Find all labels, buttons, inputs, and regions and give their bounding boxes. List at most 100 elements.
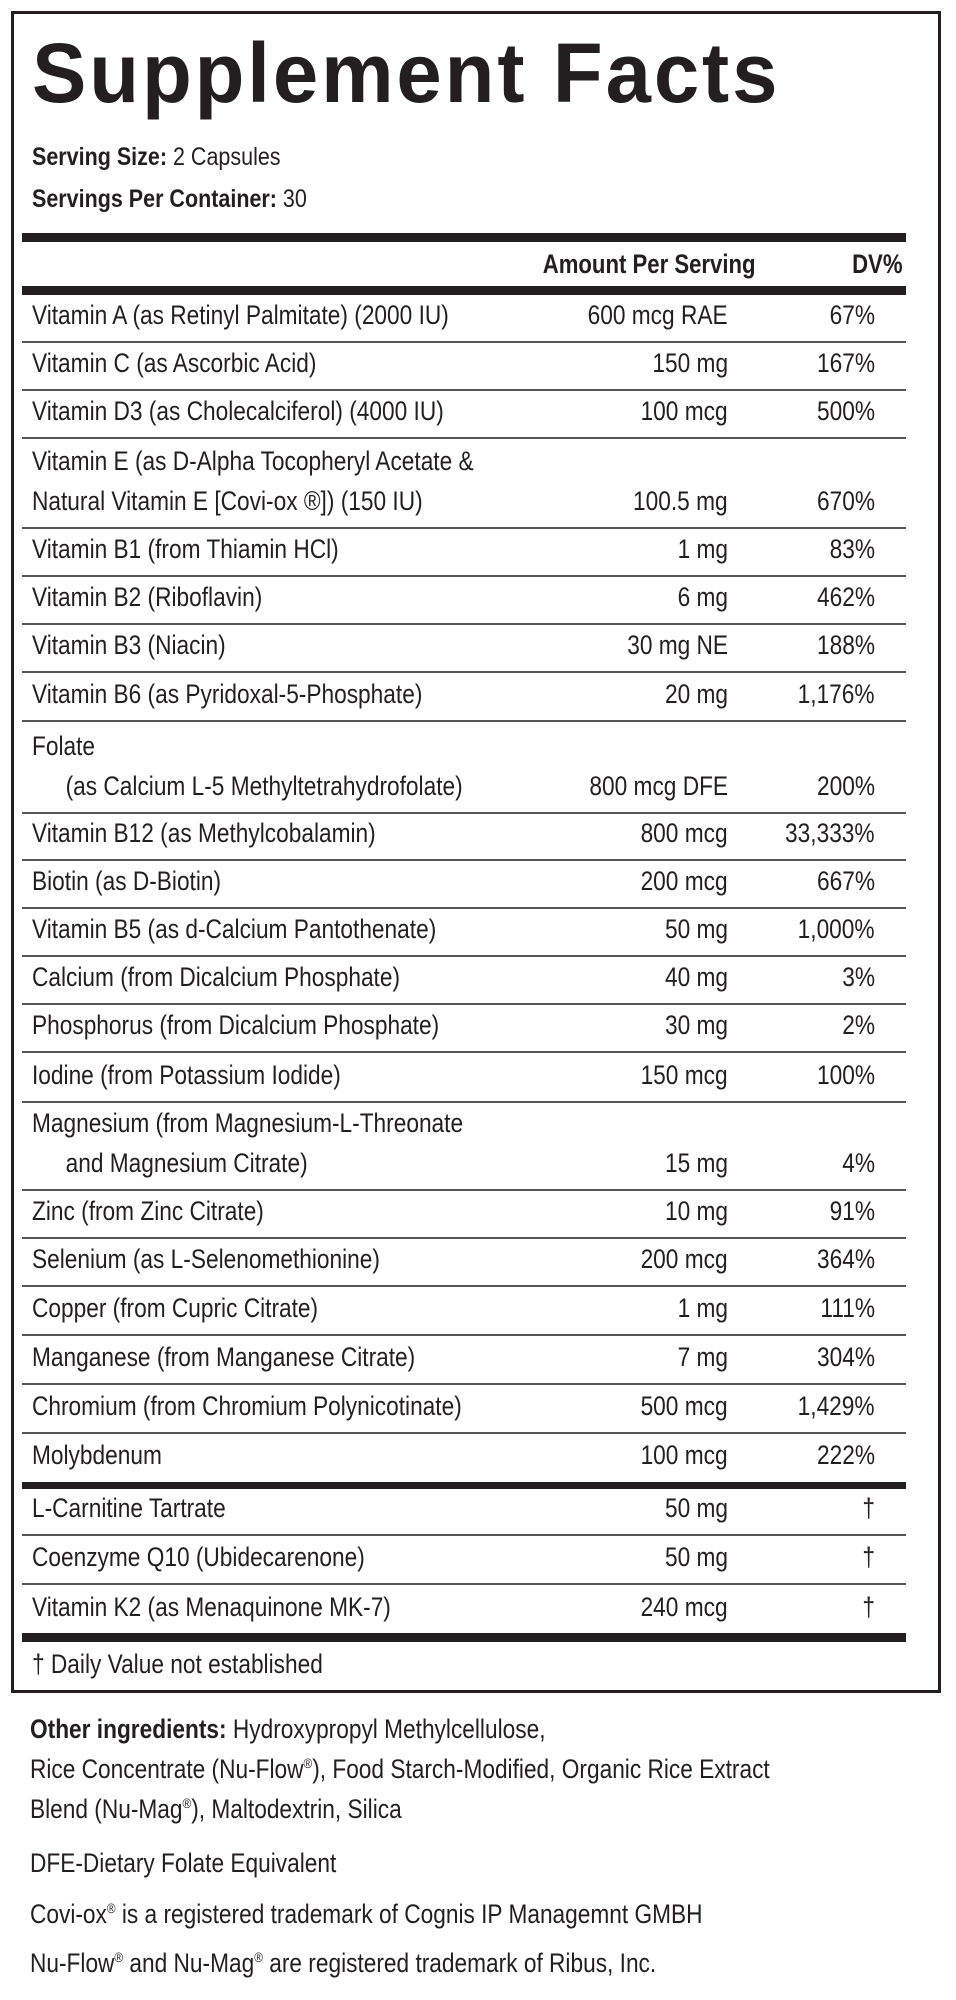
ingredient-amount: 240 mcg [641, 1592, 728, 1622]
nutrient-dv: 167% [816, 348, 875, 378]
ingredient-amount: 50 mg [664, 1542, 728, 1572]
nutrient-dv: 670% [816, 486, 875, 516]
row-divider [22, 1237, 906, 1239]
other-ingredients-line-1: Other ingredients: Hydroxypropyl Methylc… [30, 1714, 546, 1744]
thick-divider [22, 1482, 906, 1489]
table-row: Vitamin E (as D-Alpha Tocopheryl Acetate… [22, 439, 906, 527]
table-row: Copper (from Cupric Citrate) 1 mg 111% [22, 1287, 906, 1334]
nutrient-amount: 30 mg [664, 1010, 728, 1040]
nutrient-amount: 800 mcg [641, 818, 728, 848]
nutrient-amount: 50 mg [664, 914, 728, 944]
header-amount-per-serving: Amount Per Serving [543, 249, 756, 279]
row-divider [22, 1189, 906, 1191]
nutrient-dv: 188% [816, 630, 875, 660]
nutrient-amount: 1 mg [677, 1293, 728, 1323]
nutrient-dv: 4% [842, 1148, 875, 1178]
nutrient-amount: 30 mg NE [627, 630, 728, 660]
row-divider [22, 623, 906, 625]
nutrient-amount: 200 mcg [641, 866, 728, 896]
serving-size-label: Serving Size: [32, 143, 168, 171]
covi-ox-trademark-note: Covi-ox® is a registered trademark of Co… [30, 1899, 703, 1929]
row-divider [22, 1583, 906, 1585]
nutrient-amount: 500 mcg [641, 1391, 728, 1421]
nutrient-name: Phosphorus (from Dicalcium Phosphate) [32, 1010, 440, 1040]
row-divider [22, 341, 906, 343]
nutrient-dv: 462% [816, 582, 875, 612]
nutrient-name: Vitamin D3 (as Cholecalciferol) (4000 IU… [32, 396, 444, 426]
nutrient-dv: 200% [816, 771, 875, 801]
table-row: Vitamin C (as Ascorbic Acid) 150 mg 167% [22, 343, 906, 389]
row-divider [22, 720, 906, 722]
other-ingredients-label: Other ingredients: [30, 1714, 227, 1744]
ingredient-name: L-Carnitine Tartrate [32, 1493, 226, 1523]
nutrient-amount: 150 mcg [641, 1060, 728, 1090]
table-row: L-Carnitine Tartrate 50 mg † [22, 1489, 906, 1534]
nutrient-dv: 500% [816, 396, 875, 426]
dagger-symbol: † [862, 1542, 875, 1572]
nutrient-dv: 1,176% [798, 679, 875, 709]
nutrient-dv: 1,429% [798, 1391, 875, 1421]
nutrient-name: Manganese (from Manganese Citrate) [32, 1342, 416, 1372]
serving-size: Serving Size: 2 Capsules [32, 142, 281, 172]
nutrient-dv: 2% [842, 1010, 875, 1040]
row-divider [22, 437, 906, 439]
nutrient-name: Iodine (from Potassium Iodide) [32, 1060, 341, 1090]
table-row: Vitamin B6 (as Pyridoxal-5-Phosphate) 20… [22, 673, 906, 720]
dagger-symbol: † [862, 1592, 875, 1622]
nutrient-name: Vitamin B2 (Riboflavin) [32, 582, 263, 612]
nutrient-dv: 222% [816, 1440, 875, 1470]
row-divider [22, 1534, 906, 1536]
table-row: Vitamin B2 (Riboflavin) 6 mg 462% [22, 577, 906, 623]
table-row: Molybdenum 100 mcg 222% [22, 1434, 906, 1481]
table-row: Iodine (from Potassium Iodide) 150 mcg 1… [22, 1053, 906, 1101]
table-row: Folate (as Calcium L-5 Methyltetrahydrofo… [22, 722, 906, 812]
table-row: Biotin (as D-Biotin) 200 mcg 667% [22, 861, 906, 907]
nutrient-name: Folate (as Calcium L-5 Methyltetrahydrofo… [32, 731, 463, 801]
nutrient-name: Vitamin B5 (as d-Calcium Pantothenate) [32, 914, 437, 944]
serving-size-value: 2 Capsules [167, 143, 281, 171]
thick-divider [22, 1633, 906, 1642]
nutrient-name: Vitamin B6 (as Pyridoxal-5-Phosphate) [32, 679, 423, 709]
nutrient-name: Vitamin A (as Retinyl Palmitate) (2000 I… [32, 300, 449, 330]
nutrient-amount: 6 mg [677, 582, 728, 612]
nutrient-name: Copper (from Cupric Citrate) [32, 1293, 319, 1323]
table-row: Vitamin A (as Retinyl Palmitate) (2000 I… [22, 295, 906, 341]
ingredient-name: Coenzyme Q10 (Ubidecarenone) [32, 1542, 365, 1572]
table-row: Vitamin B12 (as Methylcobalamin) 800 mcg… [22, 814, 906, 859]
nutrient-name: Vitamin C (as Ascorbic Acid) [32, 348, 317, 378]
other-ingredients-line-2: Rice Concentrate (Nu-Flow®), Food Starch… [30, 1754, 770, 1784]
nutrient-amount: 200 mcg [641, 1244, 728, 1274]
nutrient-name: Vitamin B12 (as Methylcobalamin) [32, 818, 376, 848]
row-divider [22, 1051, 906, 1053]
row-divider [22, 389, 906, 391]
table-row: Zinc (from Zinc Citrate) 10 mg 91% [22, 1191, 906, 1237]
table-row: Phosphorus (from Dicalcium Phosphate) 30… [22, 1005, 906, 1051]
nutrient-dv: 304% [816, 1342, 875, 1372]
nutrient-amount: 600 mcg RAE [588, 300, 728, 330]
nutrient-amount: 100 mcg [641, 1440, 728, 1470]
nutrient-dv: 3% [842, 962, 875, 992]
nutrient-dv: 83% [829, 534, 875, 564]
table-row: Coenzyme Q10 (Ubidecarenone) 50 mg † [22, 1536, 906, 1583]
nutrient-name: Vitamin B1 (from Thiamin HCl) [32, 534, 339, 564]
nutrient-name: Magnesium (from Magnesium-L-Threonate and… [32, 1108, 464, 1178]
servings-per-container: Servings Per Container: 30 [32, 184, 307, 214]
nutrient-dv: 91% [829, 1196, 875, 1226]
nutrient-amount: 7 mg [677, 1342, 728, 1372]
row-divider [22, 1003, 906, 1005]
row-divider [22, 907, 906, 909]
nutrient-dv: 111% [820, 1293, 875, 1323]
row-divider [22, 575, 906, 577]
nutrient-amount: 10 mg [664, 1196, 728, 1226]
row-divider [22, 859, 906, 861]
row-divider [22, 671, 906, 673]
nutrient-amount: 1 mg [677, 534, 728, 564]
nutrient-dv: 67% [829, 300, 875, 330]
row-divider [22, 1383, 906, 1385]
nutrient-amount: 800 mcg DFE [589, 771, 728, 801]
nutrient-name: Molybdenum [32, 1440, 162, 1470]
nutrient-name: Zinc (from Zinc Citrate) [32, 1196, 264, 1226]
servings-per-container-label: Servings Per Container: [32, 185, 277, 213]
table-row: Vitamin B1 (from Thiamin HCl) 1 mg 83% [22, 529, 906, 575]
ingredient-amount: 50 mg [664, 1493, 728, 1523]
